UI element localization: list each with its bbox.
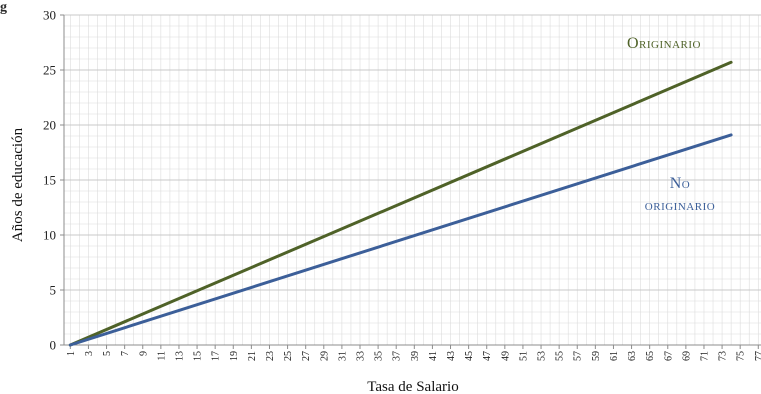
x-tick-label: 37 <box>392 351 403 361</box>
x-tick-label: 31 <box>337 351 348 361</box>
x-tick-label: 35 <box>374 351 385 361</box>
x-tick-label: 21 <box>247 351 258 361</box>
x-tick-label: 3 <box>84 351 95 356</box>
x-tick-label: 39 <box>410 351 421 361</box>
series-line <box>68 133 733 347</box>
y-tick-label: 10 <box>43 228 56 243</box>
x-tick-label: 9 <box>138 351 149 356</box>
x-tick-label: 53 <box>537 351 548 361</box>
series-labels: Originario No originario <box>627 35 715 214</box>
x-tick-label: 15 <box>193 351 204 361</box>
y-tick-label: 25 <box>43 63 56 78</box>
x-axis-label: Tasa de Salario <box>367 379 458 394</box>
x-tick-label: 23 <box>265 351 276 361</box>
x-tick-label: 25 <box>283 351 294 361</box>
y-tick-label: 0 <box>50 338 57 353</box>
x-tick-label: 27 <box>301 351 312 361</box>
series-label: No originario <box>645 175 715 214</box>
x-tick-label: 33 <box>355 351 366 361</box>
series-label-line: No <box>670 175 691 192</box>
x-tick-label: 43 <box>446 351 457 361</box>
x-tick-label: 5 <box>102 351 113 356</box>
x-tick-label: 75 <box>736 351 747 361</box>
x-tick-label: 1 <box>66 351 77 356</box>
x-tick-label: 71 <box>699 351 710 361</box>
x-tick-label: 7 <box>120 351 131 356</box>
series-label-line: Originario <box>627 35 701 52</box>
x-tick-label: 59 <box>591 351 602 361</box>
series-line <box>68 60 733 347</box>
x-tick-label: 29 <box>319 351 330 361</box>
x-tick-label: 77 <box>754 351 761 361</box>
x-tick-label: 19 <box>229 351 240 361</box>
x-tick-label: 49 <box>500 351 511 361</box>
y-tick-label: 30 <box>43 8 56 23</box>
x-tick-label: 67 <box>663 351 674 361</box>
x-tick-label: 17 <box>211 351 222 361</box>
x-tick-label: 41 <box>428 351 439 361</box>
x-tick-label: 69 <box>681 351 692 361</box>
x-tick-label: 73 <box>718 351 729 361</box>
x-tick-label: 45 <box>464 351 475 361</box>
grid <box>64 14 761 346</box>
series-label-line: originario <box>645 197 715 214</box>
x-tick-label: 61 <box>609 351 620 361</box>
y-tick-label: 20 <box>43 118 56 133</box>
figure-label-fragment: g <box>0 0 7 15</box>
y-tick-label: 15 <box>43 173 56 188</box>
x-tick-label: 65 <box>645 351 656 361</box>
x-tick-label: 55 <box>555 351 566 361</box>
x-tick-label: 47 <box>482 351 493 361</box>
x-tick-label: 51 <box>518 351 529 361</box>
series-lines <box>68 60 733 347</box>
y-tick-label: 5 <box>50 283 57 298</box>
x-tick-label: 13 <box>174 351 185 361</box>
y-axis-label: Años de educación <box>10 127 26 242</box>
series-label: Originario <box>627 35 701 52</box>
x-tick-label: 11 <box>156 351 167 361</box>
x-tick-label: 57 <box>573 351 584 361</box>
x-tick-label: 63 <box>627 351 638 361</box>
